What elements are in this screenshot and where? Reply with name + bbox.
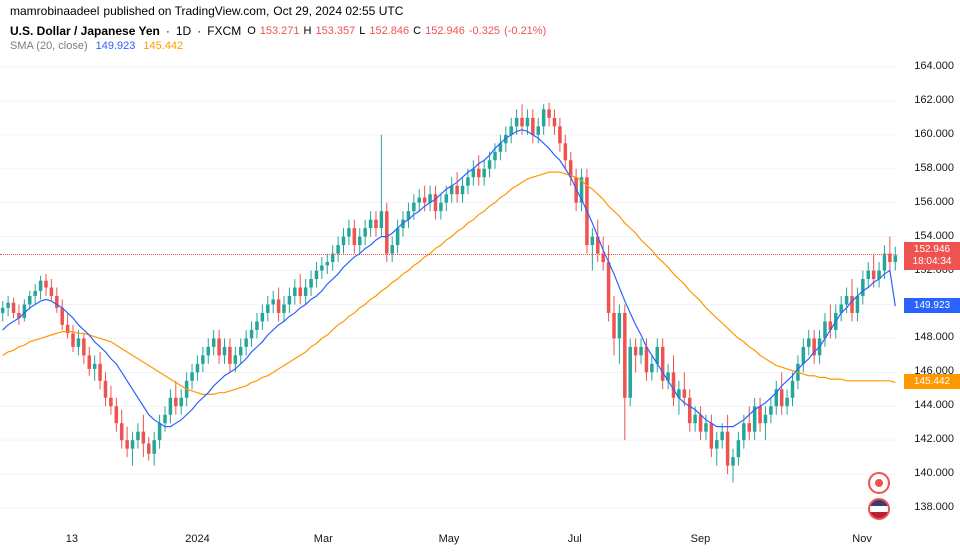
change-value: -0.325	[469, 25, 500, 37]
symbol-name[interactable]: U.S. Dollar / Japanese Yen	[10, 24, 160, 38]
y-axis[interactable]: 164.000162.000160.000158.000156.000154.0…	[898, 50, 960, 525]
current-price-line	[0, 254, 898, 255]
open-value: 153.271	[260, 25, 300, 37]
publish-date: Oct 29, 2024 02:55 UTC	[273, 4, 403, 18]
low-value: 152.846	[369, 25, 409, 37]
price-badge: 152.946 18:04:34	[904, 242, 960, 270]
chart-area[interactable]	[0, 50, 898, 525]
timeframe[interactable]: 1D	[176, 24, 191, 38]
change-pct: (-0.21%)	[504, 25, 546, 37]
title-row: U.S. Dollar / Japanese Yen · 1D · FXCM O…	[0, 22, 960, 40]
price-chart[interactable]	[0, 50, 898, 525]
sma20-badge: 149.923	[904, 298, 960, 313]
badge-countdown: 18:04:34	[908, 256, 956, 268]
badge-price: 152.946	[908, 244, 956, 256]
published-on: published on TradingView.com,	[103, 4, 269, 18]
broker: FXCM	[207, 24, 241, 38]
ohlc-values: O153.271 H153.357 L152.846 C152.946 -0.3…	[247, 25, 546, 37]
x-axis[interactable]: 132024MarMayJulSepNov	[0, 525, 898, 555]
close-value: 152.946	[425, 25, 465, 37]
chart-controls	[868, 472, 890, 520]
target-icon[interactable]	[868, 472, 890, 494]
flag-icon[interactable]	[868, 498, 890, 520]
publish-header: mamrobinaadeel published on TradingView.…	[0, 0, 960, 22]
author: mamrobinaadeel	[10, 4, 99, 18]
sma50-badge: 145.442	[904, 374, 960, 389]
high-value: 153.357	[315, 25, 355, 37]
